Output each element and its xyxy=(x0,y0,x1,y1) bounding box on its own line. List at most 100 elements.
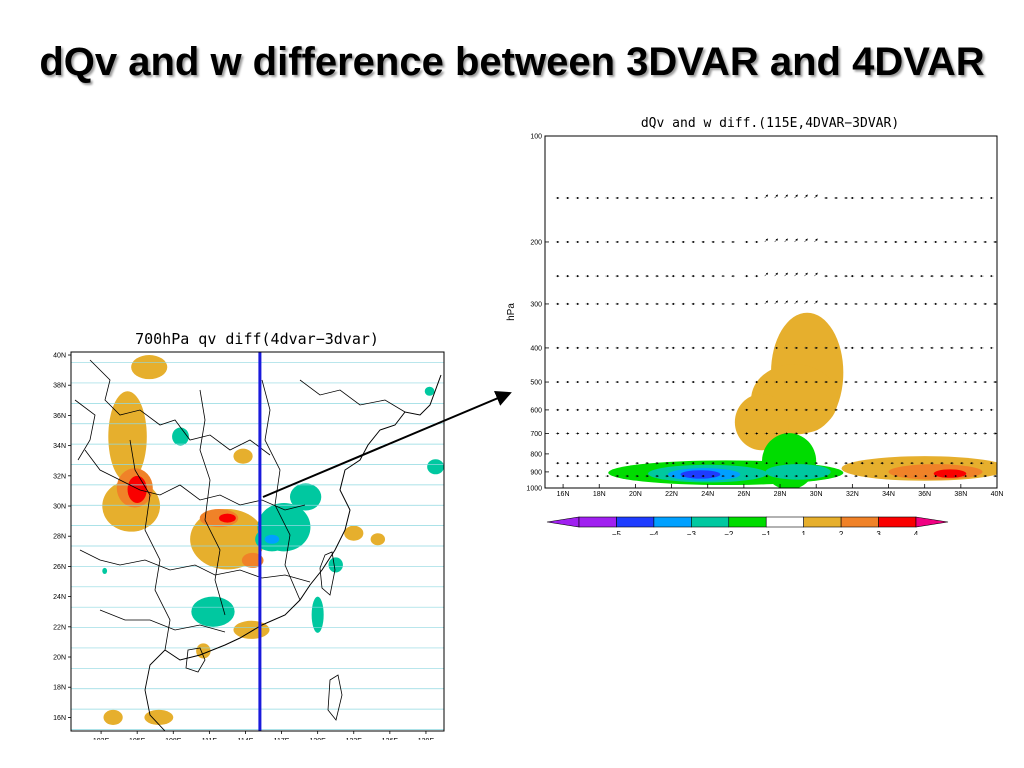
map-region-3 xyxy=(127,475,147,503)
map-x-tick-label: 108E xyxy=(165,738,182,740)
y-tick-label: 200 xyxy=(530,239,542,246)
cross-section-region-11 xyxy=(933,469,967,478)
colorbar-segment xyxy=(653,516,692,528)
wind-vector xyxy=(814,238,818,243)
colorbar-label: 2 xyxy=(839,530,844,535)
map-x-tick-label: 114E xyxy=(238,738,254,740)
map-region-18 xyxy=(427,459,444,475)
province-border-3 xyxy=(79,549,311,583)
wind-vector xyxy=(774,194,779,199)
map-axis-labels: 102E 105E 108E 111E 114E 117E 120E 123E 126E 129E… xyxy=(53,353,434,740)
colorbar-left-end xyxy=(546,516,580,528)
map-frame xyxy=(70,351,445,732)
wind-vector xyxy=(784,300,788,305)
wind-vector xyxy=(814,272,818,277)
cross-section-region-6 xyxy=(765,464,831,480)
y-tick-label: 300 xyxy=(530,301,542,308)
colorbar-segment xyxy=(728,516,767,528)
x-tick-label: 32N xyxy=(846,491,859,498)
x-tick-label: 20N xyxy=(629,491,642,498)
map-y-tick-label: 30N xyxy=(53,504,66,511)
province-border-5 xyxy=(199,389,226,616)
map-x-tick-label: 123E xyxy=(346,738,363,740)
map-x-tick-label: 117E xyxy=(274,738,290,740)
wind-vector xyxy=(774,300,779,305)
cross-section-axis-labels: 16N 18N 20N 22N 24N 26N 28N 30N 32N 34N 36N 38N 40N 1… xyxy=(526,134,1003,499)
map-region-7 xyxy=(199,509,239,528)
map-region-14 xyxy=(311,596,324,633)
map-title: 700hPa qv diff(4dvar−3dvar) xyxy=(135,330,379,348)
y-axis-label: hPa xyxy=(506,303,517,321)
y-tick-label: 900 xyxy=(530,469,542,476)
colorbar-label: −4 xyxy=(649,530,659,535)
map-region-9 xyxy=(241,552,264,568)
wind-vector xyxy=(764,300,769,305)
map-region-0 xyxy=(108,391,147,482)
colorbar-label: 1 xyxy=(801,530,806,535)
map-x-tick-label: 102E xyxy=(93,738,110,740)
map-region-5 xyxy=(233,448,253,464)
colorbar-label: −2 xyxy=(724,530,734,535)
map-region-20 xyxy=(233,620,270,639)
y-tick-label: 1000 xyxy=(526,486,542,493)
cross-section-region-2 xyxy=(734,393,790,451)
colorbar: −5 −4 −3 −2 −1 1 2 3 4 xyxy=(546,516,949,535)
map-region-25 xyxy=(103,709,123,725)
wind-vector xyxy=(794,300,798,305)
map-y-tick-label: 22N xyxy=(53,624,66,631)
wind-vector xyxy=(794,272,798,277)
wind-vector xyxy=(764,238,769,243)
map-region-26 xyxy=(144,709,174,725)
map-y-tick-label: 32N xyxy=(53,473,66,480)
map-region-24 xyxy=(131,355,168,380)
wind-vector xyxy=(794,238,798,243)
map-region-22 xyxy=(344,525,364,541)
cross-section-chart: dQv and w diff.(115E,4DVAR−3DVAR) hPa 16… xyxy=(506,116,1003,535)
wind-vector xyxy=(784,238,788,243)
x-tick-label: 26N xyxy=(737,491,750,498)
x-tick-label: 22N xyxy=(665,491,678,498)
map-region-23 xyxy=(370,533,386,546)
map-y-tick-label: 40N xyxy=(53,353,66,360)
wind-vectors xyxy=(555,194,997,478)
colorbar-right-end xyxy=(915,516,949,528)
map-y-tick-label: 34N xyxy=(53,443,66,450)
cross-section-region-8 xyxy=(680,470,721,479)
x-tick-label: 28N xyxy=(774,491,787,498)
map-region-16 xyxy=(191,596,235,627)
colorbar-label: 4 xyxy=(914,530,919,535)
map-y-tick-label: 16N xyxy=(53,715,66,722)
luzon-island xyxy=(327,674,343,721)
taiwan-island xyxy=(319,551,336,596)
map-y-tick-label: 38N xyxy=(53,383,66,390)
colorbar-segment xyxy=(803,516,842,528)
wind-vector xyxy=(804,238,808,243)
colorbar-segment xyxy=(840,516,879,528)
wind-vector xyxy=(764,194,769,199)
x-tick-label: 38N xyxy=(954,491,967,498)
colorbar-label: −5 xyxy=(612,530,622,535)
y-tick-label: 100 xyxy=(530,134,542,141)
map-y-tick-label: 18N xyxy=(53,685,66,692)
wind-vector xyxy=(814,300,818,305)
map-region-12 xyxy=(264,534,280,544)
colorbar-segment xyxy=(616,516,655,528)
x-tick-label: 24N xyxy=(701,491,714,498)
map-gridlines xyxy=(71,362,444,730)
map-x-tick-label: 105E xyxy=(129,738,146,740)
map-region-19 xyxy=(424,386,435,396)
wind-vector xyxy=(804,300,808,305)
wind-vector xyxy=(774,272,779,277)
map-y-tick-label: 20N xyxy=(53,655,66,662)
x-tick-label: 30N xyxy=(810,491,823,498)
colorbar-segment xyxy=(578,516,617,528)
cross-section-region-4 xyxy=(761,433,817,488)
map-x-tick-label: 129E xyxy=(418,738,435,740)
map-y-tick-label: 28N xyxy=(53,534,66,541)
wind-vector xyxy=(794,194,798,199)
hainan-island xyxy=(185,647,206,673)
colorbar-segment xyxy=(878,516,917,528)
y-tick-label: 400 xyxy=(530,345,542,352)
cross-section-frame xyxy=(544,135,998,489)
colorbar-segment xyxy=(691,516,730,528)
